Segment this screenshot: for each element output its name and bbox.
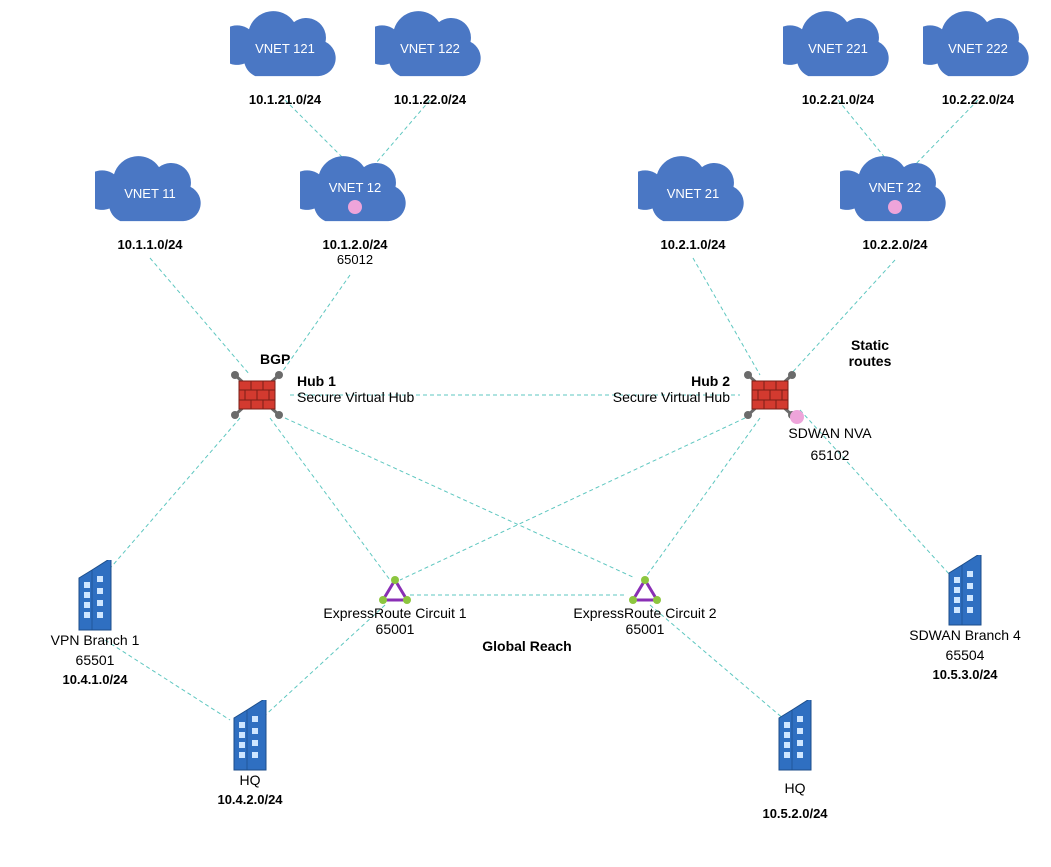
sdwan-branch4-asn: 65504 <box>895 647 1035 663</box>
vpn-branch1-label: VPN Branch 1 <box>40 632 150 648</box>
edges-layer <box>0 0 1051 867</box>
vnet121-node: VNET 121 10.1.21.0/24 <box>230 5 340 107</box>
pink-dot-icon <box>790 410 804 424</box>
hq2-label: HQ <box>740 780 850 796</box>
hub2-nva-asn: 65102 <box>780 447 880 463</box>
hub2-nva-label: SDWAN NVA <box>780 425 880 441</box>
vpn-branch1-subnet: 10.4.1.0/24 <box>40 672 150 687</box>
hub2-static-label: Static routes <box>840 337 900 369</box>
er1-label: ExpressRoute Circuit 1 <box>300 605 490 621</box>
vnet121-label: VNET 121 <box>230 41 340 56</box>
er2-label: ExpressRoute Circuit 2 <box>555 605 735 621</box>
vnet22-subnet: 10.2.2.0/24 <box>840 237 950 252</box>
vnet222-label: VNET 222 <box>923 41 1033 56</box>
vnet122-subnet: 10.1.22.0/24 <box>375 92 485 107</box>
hub2-title: Hub 2 <box>600 373 730 389</box>
vnet122-node: VNET 122 10.1.22.0/24 <box>375 5 485 107</box>
vnet22-node: VNET 22 10.2.2.0/24 <box>840 150 950 252</box>
vnet11-node: VNET 11 10.1.1.0/24 <box>95 150 205 252</box>
vpn-branch1-asn: 65501 <box>40 652 150 668</box>
hq2-node: HQ 10.5.2.0/24 <box>740 700 850 821</box>
vnet22-label: VNET 22 <box>840 180 950 195</box>
vnet222-node: VNET 222 10.2.22.0/24 <box>923 5 1033 107</box>
global-reach-label: Global Reach <box>467 638 587 654</box>
vnet221-node: VNET 221 10.2.21.0/24 <box>783 5 893 107</box>
er2-asn: 65001 <box>555 621 735 637</box>
er1-node: ExpressRoute Circuit 1 65001 <box>300 575 490 637</box>
building-icon <box>943 555 987 627</box>
hq1-subnet: 10.4.2.0/24 <box>195 792 305 807</box>
building-icon <box>73 560 117 632</box>
sdwan-branch4-subnet: 10.5.3.0/24 <box>895 667 1035 682</box>
er2-node: ExpressRoute Circuit 2 65001 <box>555 575 735 637</box>
vnet21-label: VNET 21 <box>638 186 748 201</box>
pink-dot-icon <box>348 200 362 214</box>
vnet221-label: VNET 221 <box>783 41 893 56</box>
hq2-subnet: 10.5.2.0/24 <box>740 806 850 821</box>
hub1-title: Hub 1 <box>297 373 414 389</box>
hub1-subtitle: Secure Virtual Hub <box>297 389 414 405</box>
hq1-node: HQ 10.4.2.0/24 <box>195 700 305 807</box>
vnet122-label: VNET 122 <box>375 41 485 56</box>
expressroute-icon <box>625 575 665 605</box>
pink-dot-icon <box>888 200 902 214</box>
hq1-label: HQ <box>195 772 305 788</box>
hub2-subtitle: Secure Virtual Hub <box>600 389 730 405</box>
vpn-branch1-node: VPN Branch 1 65501 10.4.1.0/24 <box>40 560 150 687</box>
vnet12-subnet: 10.1.2.0/24 <box>300 237 410 252</box>
firewall-icon <box>225 365 289 425</box>
vnet12-asn: 65012 <box>300 252 410 267</box>
vnet11-label: VNET 11 <box>95 186 205 201</box>
vnet222-subnet: 10.2.22.0/24 <box>923 92 1033 107</box>
building-icon <box>773 700 817 772</box>
expressroute-icon <box>375 575 415 605</box>
er1-asn: 65001 <box>300 621 490 637</box>
vnet221-subnet: 10.2.21.0/24 <box>783 92 893 107</box>
vnet21-subnet: 10.2.1.0/24 <box>638 237 748 252</box>
sdwan-branch4-label: SDWAN Branch 4 <box>895 627 1035 643</box>
vnet11-subnet: 10.1.1.0/24 <box>95 237 205 252</box>
vnet121-subnet: 10.1.21.0/24 <box>230 92 340 107</box>
vnet12-node: VNET 12 10.1.2.0/24 65012 <box>300 150 410 267</box>
building-icon <box>228 700 272 772</box>
vnet12-label: VNET 12 <box>300 180 410 195</box>
vnet21-node: VNET 21 10.2.1.0/24 <box>638 150 748 252</box>
sdwan-branch4-node: SDWAN Branch 4 65504 10.5.3.0/24 <box>895 555 1035 682</box>
